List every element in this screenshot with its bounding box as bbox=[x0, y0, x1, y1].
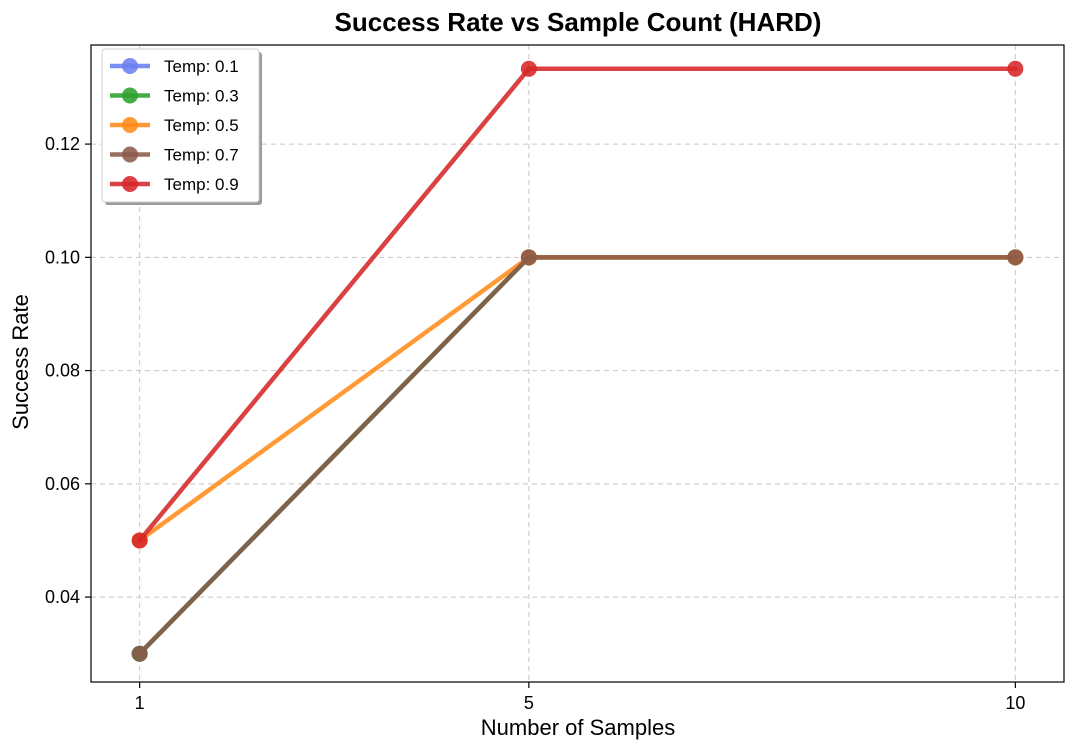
series-temp-0-7 bbox=[131, 249, 1024, 662]
legend-item: Temp: 0.9 bbox=[110, 175, 239, 194]
legend-marker-swatch bbox=[122, 58, 138, 74]
series-temp-0-5 bbox=[131, 249, 1024, 549]
series-temp-0-1 bbox=[131, 249, 1024, 662]
legend-marker-swatch bbox=[122, 176, 138, 192]
series-line bbox=[137, 66, 1018, 543]
y-tick-label: 0.06 bbox=[45, 474, 80, 494]
series-line bbox=[137, 255, 1018, 543]
legend-item: Temp: 0.3 bbox=[110, 87, 239, 106]
y-axis-ticks: 0.04 0.06 0.08 0.10 0.12 bbox=[45, 134, 91, 607]
legend-item: Temp: 0.1 bbox=[110, 57, 239, 76]
series-temp-0-9 bbox=[131, 60, 1024, 549]
legend-label: Temp: 0.1 bbox=[164, 57, 239, 76]
y-tick-label: 0.10 bbox=[45, 247, 80, 267]
series-line bbox=[137, 255, 1018, 656]
legend: Temp: 0.1 Temp: 0.3 Temp: 0.5 Temp: 0.7 Temp… bbox=[101, 48, 262, 205]
y-tick-label: 0.04 bbox=[45, 587, 80, 607]
legend-item: Temp: 0.5 bbox=[110, 116, 239, 135]
legend-label: Temp: 0.7 bbox=[164, 146, 239, 165]
series-layer bbox=[131, 60, 1024, 662]
legend-marker-swatch bbox=[122, 146, 138, 163]
series-temp-0-3 bbox=[131, 249, 1024, 662]
data-point bbox=[1007, 249, 1024, 266]
legend-marker-swatch bbox=[122, 87, 138, 104]
data-point bbox=[520, 60, 537, 77]
legend-marker-swatch bbox=[122, 117, 138, 133]
legend-label: Temp: 0.9 bbox=[164, 175, 239, 194]
plot-frame bbox=[90, 44, 1065, 683]
y-tick-label: 0.08 bbox=[45, 361, 80, 381]
data-point bbox=[131, 645, 148, 662]
x-tick-label: 1 bbox=[135, 693, 145, 713]
y-axis-label: Success Rate bbox=[8, 294, 33, 430]
x-tick-label: 10 bbox=[1005, 693, 1025, 713]
legend-item: Temp: 0.7 bbox=[110, 146, 239, 165]
chart-title: Success Rate vs Sample Count (HARD) bbox=[335, 7, 822, 37]
legend-label: Temp: 0.5 bbox=[164, 116, 239, 135]
legend-label: Temp: 0.3 bbox=[164, 87, 239, 106]
x-axis-label: Number of Samples bbox=[481, 715, 675, 740]
y-tick-label: 0.12 bbox=[45, 134, 80, 154]
x-axis-ticks: 1 5 10 bbox=[135, 682, 1025, 713]
data-point bbox=[520, 249, 537, 266]
data-point bbox=[131, 532, 148, 549]
data-point bbox=[1007, 60, 1024, 77]
series-line bbox=[137, 255, 1018, 656]
series-line bbox=[137, 255, 1018, 656]
x-tick-label: 5 bbox=[524, 693, 534, 713]
legend-box bbox=[101, 48, 260, 203]
